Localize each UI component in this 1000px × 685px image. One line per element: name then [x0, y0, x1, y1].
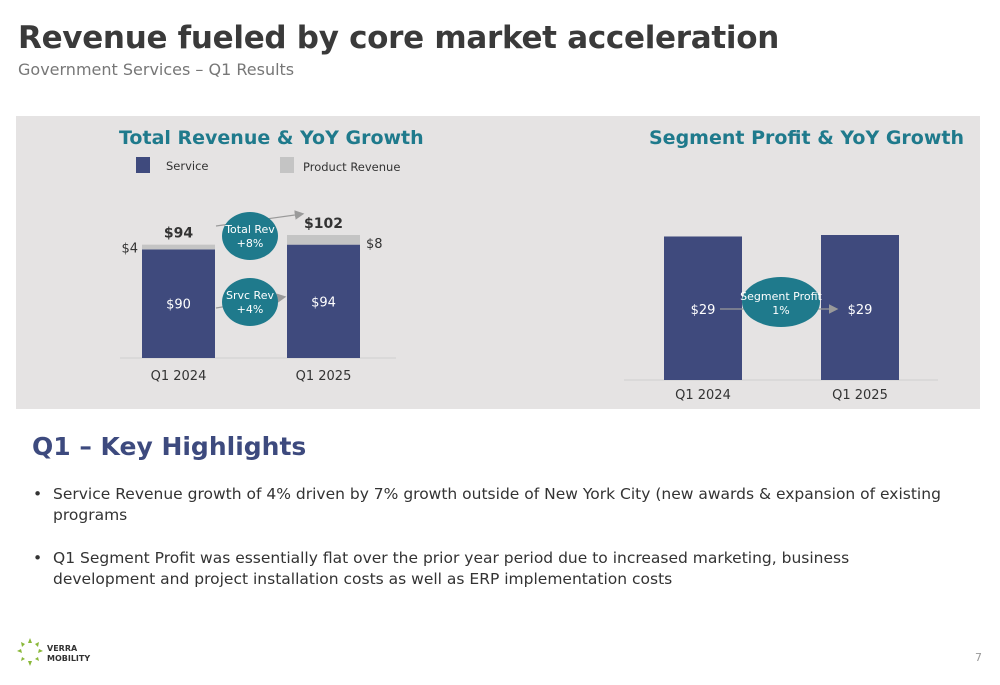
bar-service: [287, 244, 360, 358]
page-title: Revenue fueled by core market accelerati…: [18, 20, 779, 56]
growth-value: 1%: [772, 304, 789, 317]
highlight-text: Service Revenue growth of 4% driven by 7…: [53, 485, 941, 524]
data-label-service: $94: [311, 295, 336, 310]
data-label-total: $94: [164, 226, 193, 242]
bullet-marker: •: [33, 485, 43, 503]
tick-label: Q1 2024: [151, 369, 207, 384]
highlight-text: Q1 Segment Profit was essentially flat o…: [53, 549, 850, 588]
growth-bubble: [222, 212, 278, 260]
company-logo: VERRA MOBILITY: [15, 636, 105, 672]
growth-value: +4%: [237, 303, 264, 316]
growth-label: Segment Profit: [740, 290, 822, 303]
highlights-title: Q1 – Key Highlights: [32, 432, 307, 461]
data-label-product: $4: [121, 242, 138, 257]
page-number: 7: [975, 651, 982, 664]
legend-swatch-product: [280, 157, 294, 173]
tick-label: Q1 2025: [832, 388, 888, 403]
bar-product: [142, 244, 215, 250]
growth-label: Total Rev: [224, 223, 275, 236]
profit-chart-title: Segment Profit & YoY Growth: [649, 127, 965, 149]
data-label-total: $102: [304, 216, 343, 232]
growth-bubble: [742, 277, 820, 327]
data-label-service: $90: [166, 298, 191, 313]
data-label-profit: $29: [691, 303, 716, 318]
page-subtitle: Government Services – Q1 Results: [18, 60, 295, 79]
revenue-chart-title: Total Revenue & YoY Growth: [119, 127, 424, 149]
legend-label-service: Service: [166, 159, 209, 173]
growth-label: Srvc Rev: [226, 289, 274, 302]
bar-product: [287, 235, 360, 245]
growth-bubble: [222, 278, 278, 326]
bar-profit: [664, 236, 742, 380]
tick-label: Q1 2024: [675, 388, 731, 403]
data-label-product: $8: [366, 237, 383, 252]
logo-icon: [17, 638, 43, 666]
growth-value: +8%: [237, 237, 264, 250]
legend-label-product: Product Revenue: [303, 160, 401, 174]
bullet-marker: •: [33, 549, 43, 567]
data-label-profit: $29: [848, 303, 873, 318]
bar-service: [142, 249, 215, 358]
tick-label: Q1 2025: [296, 369, 352, 384]
logo-text: VERRA MOBILITY: [47, 644, 91, 663]
legend-swatch-service: [136, 157, 150, 173]
